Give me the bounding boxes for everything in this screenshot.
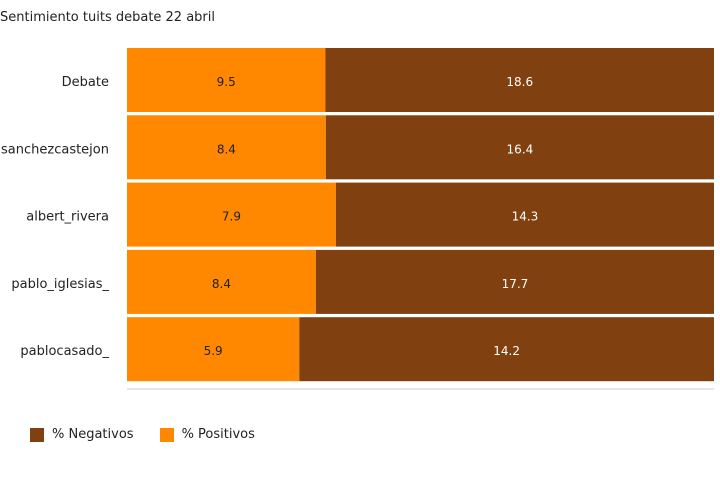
data-label-debate-positivos: 9.5 bbox=[217, 75, 236, 89]
data-label-albert-rivera-negativos: 14.3 bbox=[512, 210, 539, 224]
data-label-albert-rivera-positivos: 7.9 bbox=[222, 210, 241, 224]
bar-sanchezcastejon-negativos bbox=[325, 115, 714, 180]
bar-pablo-iglesias-negativos bbox=[315, 249, 714, 314]
stacked-bar-chart: 9.5 18.6 Debate 8.4 16.4 sanchezcastejon 7.9 14… bbox=[1, 48, 714, 390]
category-label-debate: Debate bbox=[62, 75, 109, 90]
bar-albert-rivera-negativos bbox=[335, 182, 714, 247]
data-label-pablo-iglesias-negativos: 17.7 bbox=[502, 277, 529, 291]
bar-pablo-iglesias-positivos bbox=[127, 249, 316, 314]
legend-swatch-positivos bbox=[159, 427, 174, 442]
category-label-sanchezcastejon: sanchezcastejon bbox=[1, 142, 109, 157]
legend-item-positivos: % Positivos bbox=[159, 427, 255, 442]
data-label-debate-negativos: 18.6 bbox=[506, 75, 533, 89]
legend-swatch-negativos bbox=[30, 427, 44, 442]
data-label-pablocasado-negativos: 14.2 bbox=[493, 344, 520, 358]
category-label-albert-rivera: albert_rivera bbox=[26, 210, 109, 225]
legend-label-positivos: % Positivos bbox=[181, 427, 255, 442]
bar-sanchezcastejon-positivos bbox=[127, 115, 326, 180]
legend-label-negativos: % Negativos bbox=[52, 427, 134, 442]
category-label-pablo-iglesias: pablo_iglesias_ bbox=[11, 277, 109, 292]
data-label-sanchezcastejon-positivos: 8.4 bbox=[217, 142, 236, 156]
category-label-pablocasado: pablocasado_ bbox=[20, 344, 109, 359]
data-label-sanchezcastejon-negativos: 16.4 bbox=[507, 142, 534, 156]
data-label-pablocasado-positivos: 5.9 bbox=[204, 344, 223, 358]
bar-albert-rivera-positivos bbox=[127, 182, 336, 247]
bar-debate-positivos bbox=[127, 48, 326, 112]
legend: % Negativos % Positivos bbox=[30, 427, 255, 442]
bar-pablocasado-negativos bbox=[299, 317, 714, 382]
data-label-pablo-iglesias-positivos: 8.4 bbox=[212, 277, 231, 291]
bar-debate-negativos bbox=[325, 48, 714, 112]
chart-title: Sentimiento tuits debate 22 abril bbox=[0, 10, 216, 25]
bar-pablocasado-positivos bbox=[127, 317, 300, 382]
legend-item-negativos: % Negativos bbox=[30, 427, 134, 442]
